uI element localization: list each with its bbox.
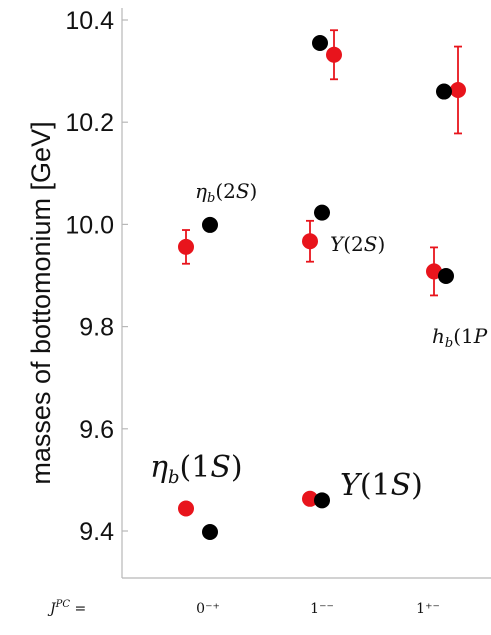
experiment-point: [202, 216, 218, 233]
y-tick-label: 10.0: [65, 211, 114, 239]
state-label-etab1s: ηb(1S): [150, 450, 243, 488]
x-axis-label: JPC =: [47, 599, 86, 617]
experiment-point: [436, 83, 452, 100]
y-axis-label: masses of bottomonium [GeV]: [26, 121, 56, 484]
lattice-point: [426, 263, 442, 280]
data-points: [178, 34, 466, 541]
experiment-point: [314, 492, 330, 509]
lattice-point: [450, 82, 466, 99]
lattice-point: [302, 233, 318, 250]
experiment-point: [438, 268, 454, 285]
y-tick-label: 9.6: [79, 416, 114, 444]
state-label-ups2s: Υ(2S): [330, 232, 385, 256]
axes: [121, 8, 491, 579]
y-tick-label: 9.4: [79, 518, 114, 546]
x-category-labels: JPC = 0⁻⁺ 1⁻⁻ 1⁺⁻: [47, 599, 440, 617]
y-tick-label: 10.4: [65, 7, 114, 35]
experiment-point: [202, 524, 218, 541]
y-tick-label: 9.8: [79, 314, 114, 342]
state-label-hb1p: hb(1P: [432, 324, 488, 351]
experiment-point: [314, 204, 330, 221]
lattice-point: [178, 500, 194, 517]
lattice-point: [178, 238, 194, 255]
experiment-point: [312, 34, 328, 51]
y-tick-label: 10.2: [65, 109, 114, 137]
x-category-label: 0⁻⁺: [196, 601, 220, 617]
state-labels: ηb(1S) Υ(1S) ηb(2S) Υ(2S) hb(1P: [150, 179, 488, 503]
lattice-point: [302, 490, 318, 507]
x-category-label: 1⁻⁻: [310, 601, 334, 617]
state-label-ups1s: Υ(1S): [340, 468, 423, 503]
state-label-etab2s: ηb(2S): [195, 179, 257, 206]
x-category-label: 1⁺⁻: [416, 601, 440, 617]
lattice-point: [326, 46, 342, 63]
error-bars: [182, 29, 462, 297]
y-ticks: 9.4 9.6 9.8 10.0 10.2 10.4: [65, 7, 128, 546]
